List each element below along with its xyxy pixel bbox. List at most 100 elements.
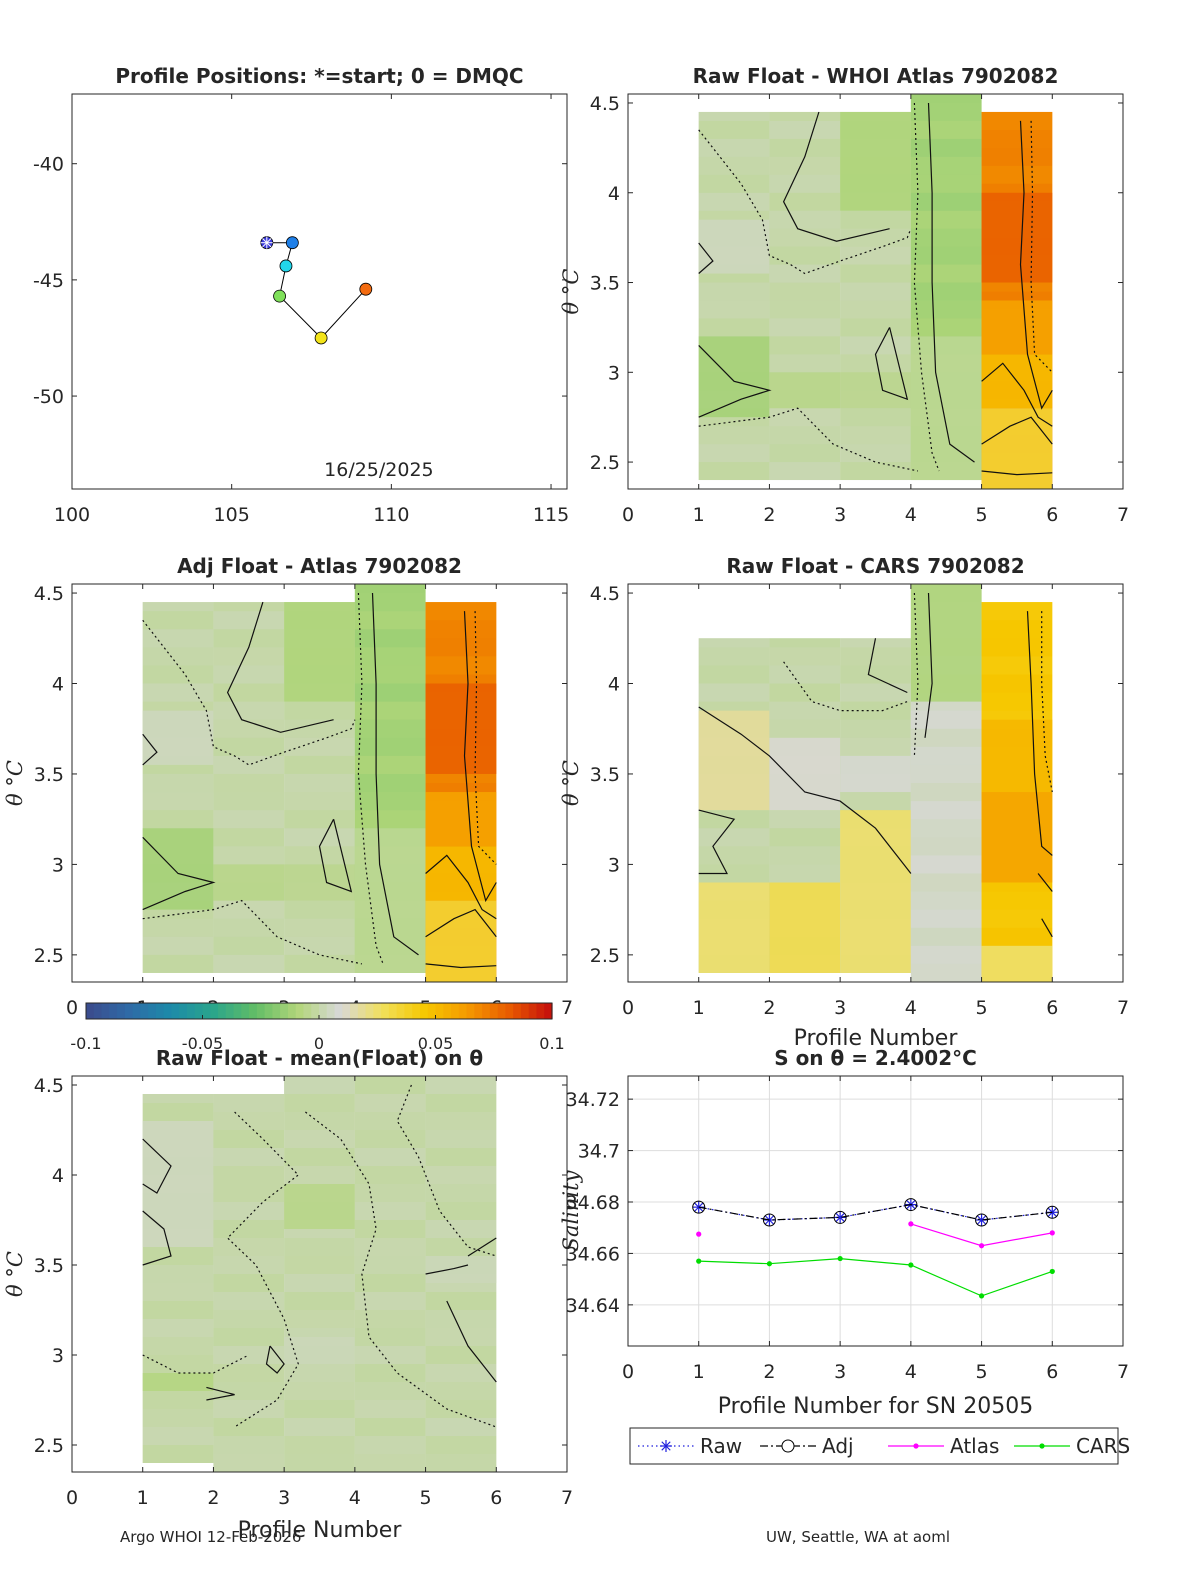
colorbar-tick-label: 0.1 (539, 1034, 564, 1053)
colorbar-segment (350, 1003, 359, 1019)
anomaly-band (213, 1382, 285, 1400)
colorbar-segment (117, 1003, 126, 1019)
anomaly-band (910, 710, 982, 729)
anomaly-band (213, 1400, 285, 1418)
anomaly-band (425, 1382, 497, 1400)
contour-line (425, 963, 497, 969)
anomaly-band (425, 1166, 497, 1184)
anomaly-band (142, 1265, 214, 1283)
contour-line (867, 638, 908, 694)
contour-line (206, 1386, 235, 1401)
x-tick-label: 4 (905, 1361, 917, 1383)
anomaly-band (698, 282, 770, 301)
anomaly-patch (769, 882, 841, 973)
anomaly-band (142, 792, 214, 811)
anomaly-band (769, 111, 841, 121)
anomaly-band (284, 846, 355, 865)
anomaly-patch (981, 192, 1053, 283)
anomaly-band (213, 900, 285, 919)
anomaly-band (354, 1328, 426, 1346)
y-tick-label: 2.5 (34, 1435, 64, 1457)
profile-position-3 (279, 259, 293, 273)
anomaly-band (769, 638, 841, 648)
anomaly-band (769, 444, 841, 463)
anomaly-band (213, 629, 285, 648)
profile-column-2 (769, 111, 841, 481)
anomaly-band (354, 611, 426, 630)
x-tick-label: 7 (1117, 997, 1129, 1019)
anomaly-band (769, 300, 841, 319)
anomaly-band (142, 810, 214, 829)
anomaly-band (698, 828, 770, 847)
anomaly-band (840, 701, 911, 720)
contour-line (226, 601, 334, 733)
colorbar-segment (451, 1003, 460, 1019)
data-point (692, 1200, 706, 1214)
colorbar-segment (326, 1003, 336, 1019)
anomaly-band (354, 1310, 426, 1328)
x-tick-label: 0 (622, 997, 634, 1019)
colorbar-tick-label: -0.05 (182, 1034, 223, 1053)
anomaly-band (698, 174, 770, 193)
anomaly-band (910, 264, 982, 283)
x-tick-label: 7 (1117, 1361, 1129, 1383)
anomaly-band (910, 246, 982, 265)
anomaly-band (769, 336, 841, 355)
anomaly-band (769, 426, 841, 445)
anomaly-band (910, 945, 982, 964)
anomaly-band (213, 1418, 285, 1436)
anomaly-band (354, 1166, 426, 1184)
y-tick-label: 4 (52, 674, 64, 696)
anomaly-band (425, 1130, 497, 1148)
colorbar-segment (388, 1003, 398, 1019)
x-tick-label: 4 (349, 1487, 361, 1509)
anomaly-band (425, 656, 497, 675)
colorbar-segment (334, 1003, 343, 1019)
x-tick-label: 3 (278, 1487, 290, 1509)
y-tick-label: 4 (52, 1165, 64, 1187)
anomaly-band (354, 1094, 426, 1112)
contour-line (142, 1138, 172, 1194)
colorbar-segment (373, 1003, 382, 1019)
y-tick-label: 4 (608, 183, 620, 205)
anomaly-band (840, 246, 911, 265)
colorbar-segment (435, 1003, 444, 1019)
y-tick-label: 34.7 (578, 1141, 620, 1163)
anomaly-band (213, 810, 285, 829)
profile-column-2 (769, 638, 841, 973)
anomaly-band (354, 1148, 426, 1166)
anomaly-band (213, 1112, 285, 1130)
colorbar-tick-label: 0.05 (418, 1034, 454, 1053)
y-tick-label: 4.5 (590, 583, 620, 605)
contour-line (142, 619, 356, 766)
colorbar-tick-label: 0 (314, 1034, 324, 1053)
anomaly-band (213, 1364, 285, 1382)
x-tick-label: 7 (561, 1487, 573, 1509)
anomaly-band (698, 683, 770, 702)
anomaly-patch (769, 737, 841, 811)
data-point (762, 1213, 776, 1227)
x-tick-label: 6 (1046, 1361, 1058, 1383)
x-tick-label: 3 (834, 997, 846, 1019)
colorbar-segment (86, 1003, 95, 1019)
chart-title: Raw Float - CARS 7902082 (726, 554, 1024, 578)
anomaly-band (769, 683, 841, 702)
anomaly-band (910, 192, 982, 211)
contour-line (927, 102, 975, 463)
y-axis-label: θ °C (3, 760, 27, 806)
anomaly-band (354, 1454, 426, 1472)
chart-title: Adj Float - Atlas 7902082 (177, 554, 462, 578)
contour-line (425, 908, 497, 938)
anomaly-band (213, 1292, 285, 1310)
anomaly-band (840, 737, 911, 756)
data-point (908, 1221, 914, 1227)
profile-position-2 (285, 236, 299, 250)
profile-column-3 (840, 638, 911, 973)
anomaly-band (840, 792, 911, 811)
anomaly-band (698, 192, 770, 211)
anomaly-patch (284, 1184, 355, 1229)
y-tick-label: 3.5 (34, 764, 64, 786)
anomaly-band (213, 665, 285, 684)
colorbar-segment (357, 1003, 367, 1019)
